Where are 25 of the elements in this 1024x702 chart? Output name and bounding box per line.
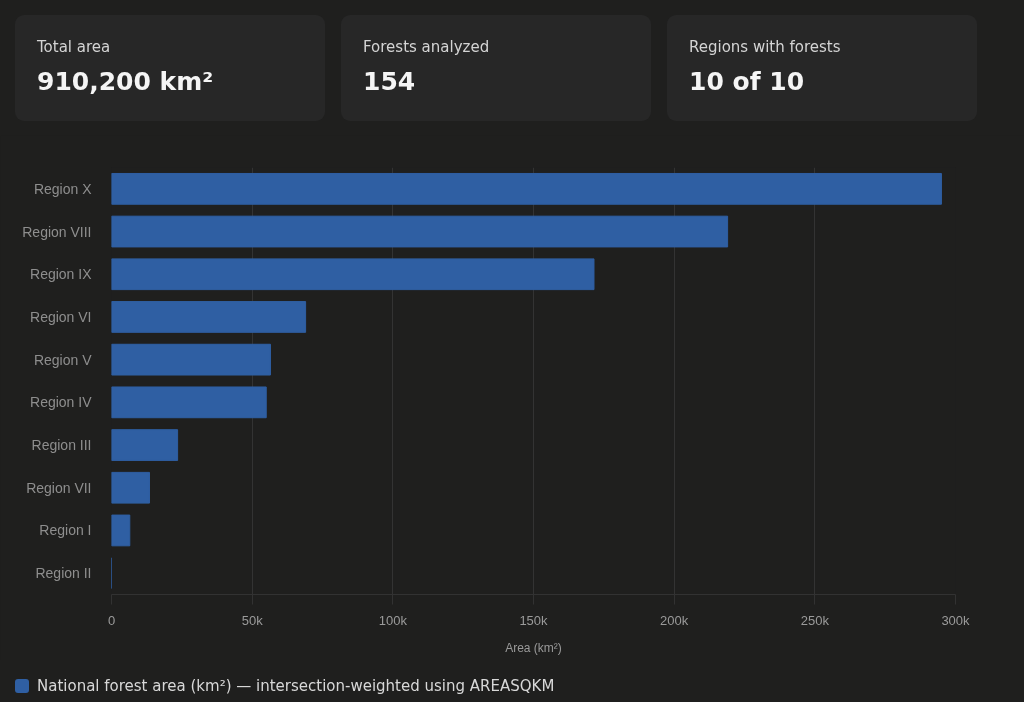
text: Forests analyzed <box>363 37 491 57</box>
x-tick-label: 250k <box>800 612 830 628</box>
x-tick-label: 300k <box>941 612 971 628</box>
y-tick-label: Region VIII <box>22 223 92 240</box>
text: 10 of 10 <box>689 66 806 98</box>
text: Regions with forests <box>689 37 842 57</box>
y-tick-label: Region III <box>31 437 92 454</box>
text: 910,200 km² <box>37 66 215 98</box>
y-tick-label: Region I <box>39 522 92 539</box>
text: Total area <box>37 37 112 57</box>
text: 154 <box>363 66 417 98</box>
y-tick-label: Region IX <box>30 266 93 283</box>
y-tick-label: Region X <box>33 180 93 197</box>
x-tick-label: 50k <box>241 612 264 628</box>
x-tick-label: 200k <box>660 612 689 628</box>
legend-label: National forest area (km²) — intersection-weighted using AREASQKM <box>37 676 555 696</box>
x-axis-title: Area (km²) <box>505 640 562 655</box>
y-tick-label: Region VI <box>30 308 92 325</box>
y-tick-label: Region VII <box>26 479 92 496</box>
x-tick-label: 150k <box>519 612 549 628</box>
y-tick-label: Region II <box>35 565 92 582</box>
y-tick-label: Region IV <box>30 394 93 411</box>
y-tick-label: Region V <box>33 351 93 368</box>
x-tick-label: 100k <box>378 612 408 628</box>
x-tick-label: 0 <box>107 612 116 628</box>
